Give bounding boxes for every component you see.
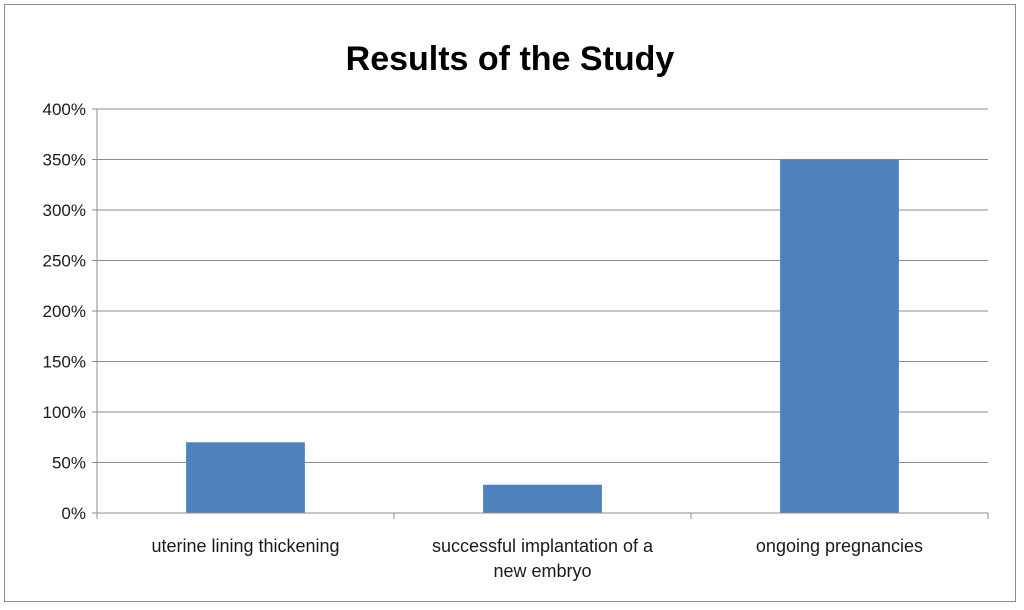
x-category-label-line: uterine lining thickening (151, 536, 339, 556)
x-category-label-line: new embryo (493, 561, 591, 581)
x-category-label: uterine lining thickening (151, 536, 339, 556)
y-tick-label: 0% (61, 504, 86, 523)
x-category-labels: uterine lining thickening successful impl… (151, 536, 923, 581)
y-tick-label: 50% (52, 454, 86, 473)
x-category-label: ongoing pregnancies (756, 536, 923, 556)
y-tick-label: 300% (43, 201, 86, 220)
y-tick-label: 100% (43, 403, 86, 422)
x-category-label-line: ongoing pregnancies (756, 536, 923, 556)
y-tick-label: 350% (43, 151, 86, 170)
axes (92, 108, 989, 519)
y-tick-label: 200% (43, 302, 86, 321)
x-category-label-line: successful implantation of a (432, 536, 654, 556)
bar (483, 484, 602, 513)
y-tick-label: 250% (43, 252, 86, 271)
y-tick-label: 150% (43, 353, 86, 372)
bar (186, 442, 305, 513)
bars (186, 159, 899, 513)
chart-title: Results of the Study (346, 40, 675, 78)
x-category-label: successful implantation of a new embryo (432, 536, 654, 581)
y-tick-labels: 0% 50% 100% 150% 200% 250% 300% 350% 400% (43, 100, 86, 523)
y-tick-label: 400% (43, 100, 86, 119)
bar (780, 159, 899, 513)
